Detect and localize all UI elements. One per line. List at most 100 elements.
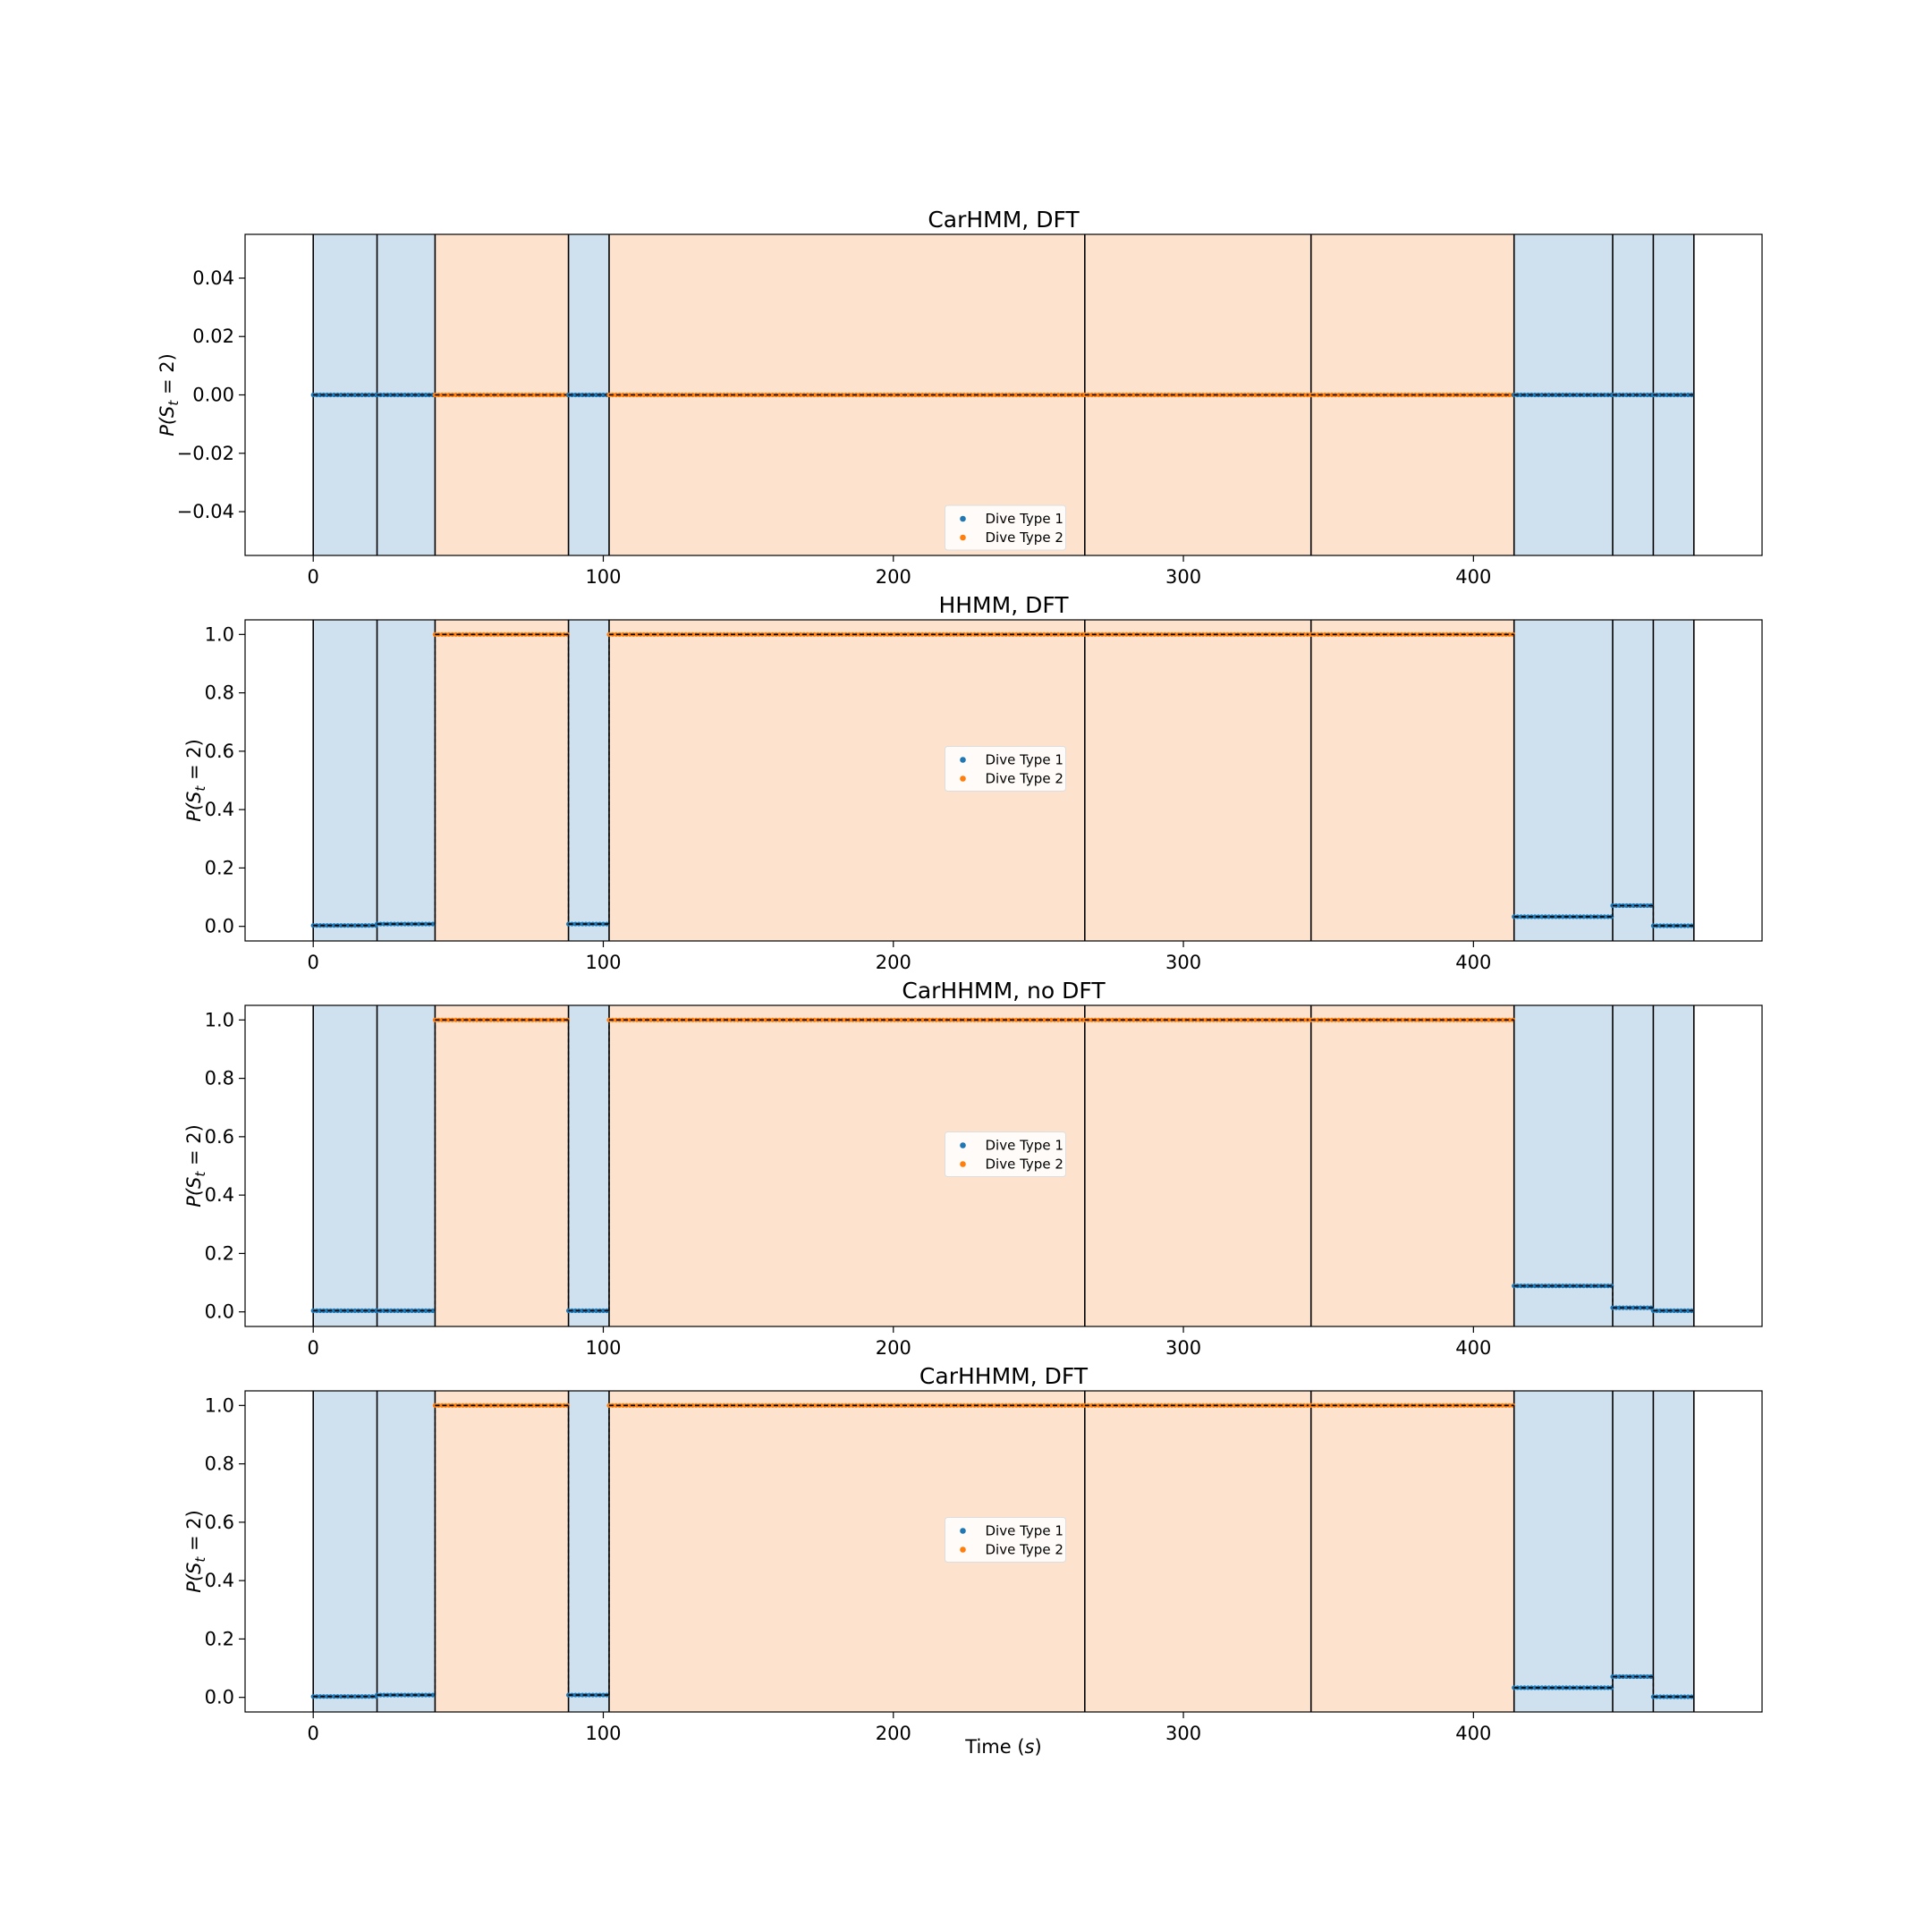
y-tick-label: 0.2: [205, 1628, 234, 1649]
data-point: [1329, 392, 1335, 398]
data-point: [742, 1402, 748, 1408]
data-point: [676, 392, 682, 398]
data-point: [460, 392, 466, 398]
data-point: [1580, 1685, 1587, 1690]
data-point: [1479, 631, 1485, 637]
data-point: [502, 1402, 507, 1408]
x-tick-label: 200: [876, 1723, 911, 1744]
data-point: [669, 1017, 674, 1022]
data-point: [460, 1402, 466, 1408]
data-point: [1371, 631, 1377, 637]
data-point: [1000, 1017, 1005, 1022]
legend-label: Dive Type 1: [986, 1523, 1063, 1539]
data-point: [682, 392, 689, 398]
data-point: [676, 1017, 682, 1022]
legend: Dive Type 1 Dive Type 2: [945, 1131, 1066, 1177]
data-point: [777, 631, 783, 637]
data-point: [1645, 1674, 1650, 1680]
data-point: [1165, 1402, 1171, 1408]
data-point: [1553, 1685, 1559, 1690]
data-point: [331, 1308, 337, 1313]
data-point: [1458, 1402, 1463, 1408]
segment-shade: [1612, 1005, 1654, 1326]
y-tick-label: 0.8: [205, 1453, 234, 1475]
data-point: [1451, 392, 1456, 398]
data-point: [634, 392, 640, 398]
data-point: [1602, 914, 1607, 919]
data-point: [1631, 392, 1636, 398]
data-point: [1138, 1402, 1143, 1408]
data-point: [594, 921, 599, 927]
data-point: [1117, 392, 1123, 398]
data-point: [594, 392, 599, 398]
legend-marker: [960, 757, 966, 763]
data-point: [1685, 1694, 1690, 1699]
data-point: [791, 631, 796, 637]
legend-label: Dive Type 2: [986, 530, 1063, 546]
data-point: [1631, 902, 1636, 909]
data-point: [1392, 392, 1397, 398]
data-point: [669, 631, 674, 637]
data-point: [416, 392, 421, 398]
data-point: [1392, 1017, 1397, 1022]
data-point: [381, 1308, 386, 1313]
y-tick-label: 0.00: [192, 385, 234, 406]
data-point: [1623, 1674, 1630, 1680]
data-point: [1013, 1402, 1019, 1408]
data-point: [1437, 1402, 1443, 1408]
data-point: [1574, 392, 1580, 398]
y-axis-label: P(St = 2): [183, 1124, 208, 1208]
data-point: [756, 1402, 761, 1408]
data-point: [805, 392, 810, 398]
data-point: [1217, 392, 1224, 398]
data-point: [1165, 392, 1171, 398]
data-point: [495, 631, 501, 637]
data-point: [1672, 1308, 1677, 1313]
data-point: [669, 1402, 674, 1408]
y-axis-label-main: P(S: [183, 1177, 205, 1208]
data-point: [1173, 1402, 1178, 1408]
data-point: [439, 631, 445, 637]
data-point: [697, 392, 702, 398]
data-point: [1525, 1284, 1530, 1289]
data-point: [495, 1017, 501, 1022]
data-point: [587, 392, 592, 398]
data-point: [467, 392, 472, 398]
data-point: [1336, 1017, 1342, 1022]
y-axis-label-main: P(S: [183, 1563, 205, 1593]
y-tick-label: 0.6: [205, 1512, 234, 1533]
data-point: [416, 1692, 421, 1698]
data-point: [641, 631, 647, 637]
data-point: [1617, 1305, 1623, 1310]
data-point: [1479, 1017, 1485, 1022]
data-point: [1493, 631, 1498, 637]
data-point: [481, 631, 487, 637]
data-point: [947, 392, 953, 398]
data-point: [1217, 1402, 1224, 1408]
y-axis-label: P(St = 2): [183, 739, 208, 822]
data-point: [648, 1017, 654, 1022]
axes-frame: [244, 1004, 1763, 1327]
y-tick-label: 0.02: [192, 326, 234, 347]
data-point: [446, 1402, 452, 1408]
data-point: [1217, 631, 1224, 637]
data-point: [1357, 631, 1362, 637]
data-point: [892, 392, 897, 398]
data-point: [927, 631, 932, 637]
data-point: [352, 923, 358, 928]
x-axis-label-close: ): [1035, 1736, 1042, 1758]
data-point: [1252, 1402, 1258, 1408]
data-point: [885, 631, 890, 637]
data-point: [1399, 1402, 1404, 1408]
segment-shade: [377, 1391, 436, 1712]
data-point: [777, 1402, 783, 1408]
y-tick-label: 0.0: [205, 1301, 234, 1323]
data-point: [1343, 1402, 1349, 1408]
data-point: [1574, 914, 1580, 919]
data-point: [1486, 631, 1491, 637]
data-point: [1152, 1402, 1157, 1408]
data-point: [627, 392, 632, 398]
data-point: [682, 1402, 689, 1408]
data-point: [798, 1402, 803, 1408]
